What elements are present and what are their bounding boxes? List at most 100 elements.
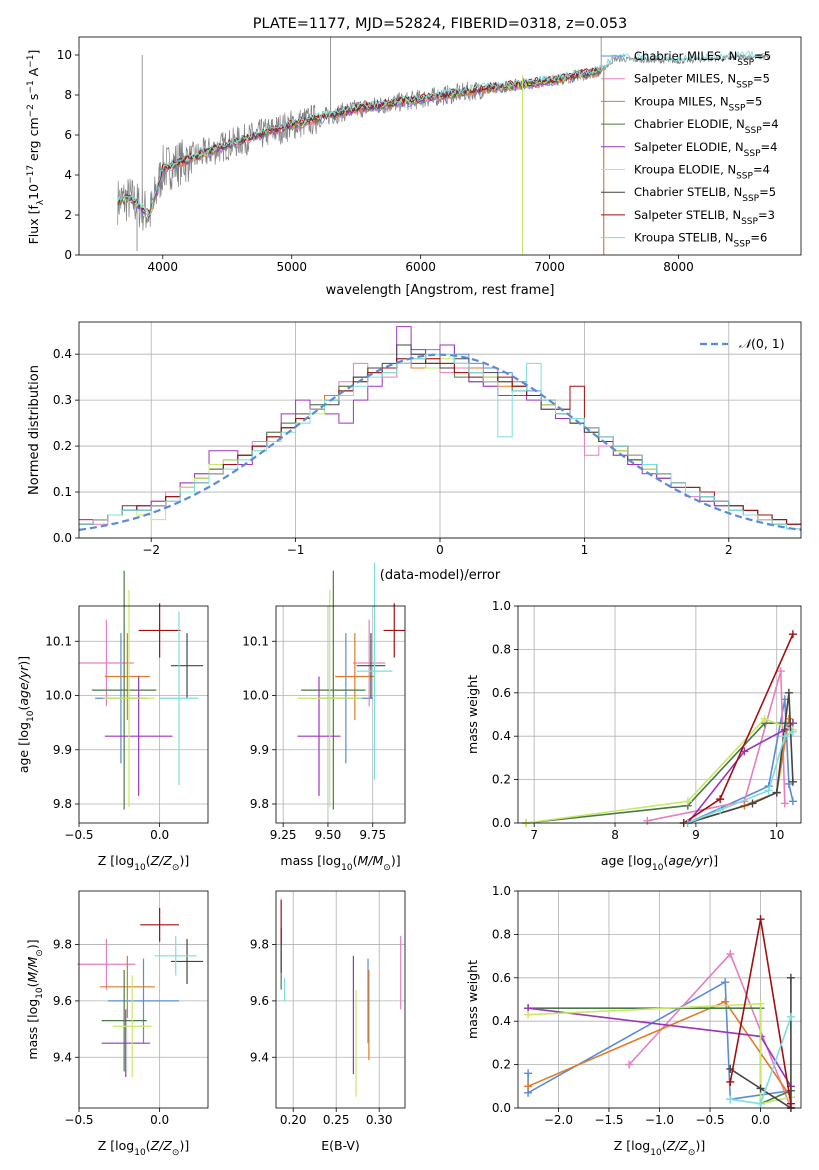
y-tick-label: 2 <box>64 208 72 222</box>
model-spectrum-line <box>117 67 601 219</box>
x-tick-label: 0 <box>436 543 444 557</box>
legend-entry-label: 𝒩(0, 1) <box>739 336 785 351</box>
y-tick-label: 1.0 <box>492 599 511 613</box>
plus-marker <box>764 786 773 795</box>
plus-marker <box>786 1012 795 1021</box>
x-tick-label: 7 <box>530 828 538 842</box>
x-axis-label: E(B-V) <box>321 1138 360 1153</box>
legend-entry-label: Chabrier STELIB, NSSP=5 <box>634 185 776 204</box>
legend-entry-label: Kroupa ELODIE, NSSP=4 <box>634 163 770 182</box>
mass-vs-ebv-panel: 0.20 0.25 0.30 9.4 9.6 9.8 E(B-V) <box>250 890 406 1153</box>
massweight-vs-age-panel: 7 8 9 10 0.0 0.2 0.4 0.6 0.8 1.0 age [log10(age/yr… <box>465 599 802 873</box>
x-tick-label: 1 <box>581 543 589 557</box>
chart-title: PLATE=1177, MJD=52824, FIBERID=0318, z=0… <box>253 16 627 32</box>
x-tick-label: 4000 <box>148 260 179 274</box>
x-tick-label: 10 <box>769 828 784 842</box>
x-tick-label: 9.50 <box>315 828 342 842</box>
y-tick-label: 9.4 <box>250 1050 269 1064</box>
mass-vs-Z-panel: −0.5 0.0 9.4 9.6 9.8 Z [log10(Z/Z⊙)] mass [log… <box>25 890 209 1158</box>
axes-frame <box>78 605 209 824</box>
plus-marker <box>784 779 793 788</box>
axes-frame <box>275 605 406 824</box>
y-axis-label: mass weight <box>465 960 480 1039</box>
plus-marker <box>756 999 765 1008</box>
plus-marker <box>683 797 692 806</box>
plus-marker <box>726 1095 735 1104</box>
y-tick-label: 0.6 <box>492 971 511 985</box>
plus-marker <box>716 805 725 814</box>
mass-weight-series <box>525 717 794 824</box>
x-tick-label: −0.5 <box>64 1113 93 1127</box>
y-tick-label: 10.0 <box>242 689 269 703</box>
axes-frame <box>78 890 209 1109</box>
y-tick-label: 0.6 <box>492 686 511 700</box>
spectrum-plot-area <box>117 37 769 255</box>
y-axis-label: Flux [fλ10−17 erg cm−2 s−1 A−1] <box>26 50 46 245</box>
y-tick-label: 0.0 <box>492 816 511 830</box>
x-tick-label: −1.0 <box>645 1113 674 1127</box>
y-tick-label: 9.8 <box>250 797 269 811</box>
legend-entry-label: Salpeter ELODIE, NSSP=4 <box>634 140 777 159</box>
plus-marker <box>760 714 769 723</box>
legend-entry-label: Kroupa MILES, NSSP=5 <box>634 94 762 113</box>
plus-marker <box>721 997 730 1006</box>
plus-marker <box>788 797 797 806</box>
y-tick-label: 0.4 <box>492 729 511 743</box>
x-tick-label: 0.0 <box>751 1113 770 1127</box>
y-tick-label: 10 <box>57 48 72 62</box>
x-axis-label: Z [log10(Z/Z⊙)] <box>614 1138 705 1158</box>
observed-spectrum-line <box>117 53 769 231</box>
plus-marker <box>625 1060 634 1069</box>
plus-marker <box>756 1099 765 1108</box>
y-tick-label: 6 <box>64 128 72 142</box>
y-axis-label: Normed distribution <box>27 365 42 495</box>
x-axis-label: (data-model)/error <box>380 568 501 583</box>
y-tick-label: 9.8 <box>53 938 72 952</box>
plus-marker <box>788 777 797 786</box>
y-tick-label: 0.2 <box>492 1058 511 1072</box>
mass-weight-series <box>528 1002 792 1105</box>
y-tick-label: 9.4 <box>53 1050 72 1064</box>
y-tick-label: 0.3 <box>53 393 72 407</box>
y-tick-label: 1.0 <box>492 884 511 898</box>
residuals-panel: −2 −1 0 1 2 0.0 0.1 0.2 0.3 0.4 𝒩(0, 1) (data-model… <box>27 321 802 583</box>
x-axis-label: mass [log10(M/M⊙)] <box>280 853 400 873</box>
y-tick-label: 9.8 <box>53 797 72 811</box>
y-tick-label: 0.2 <box>53 439 72 453</box>
age-vs-mass-panel: 9.25 9.50 9.75 9.8 9.9 10.0 10.1 mass [log10(M/… <box>242 562 406 873</box>
legend-entry-label: Salpeter MILES, NSSP=5 <box>634 72 770 91</box>
plus-marker <box>788 727 797 736</box>
x-tick-label: 0.0 <box>150 1113 169 1127</box>
y-tick-label: 9.9 <box>250 743 269 757</box>
y-tick-label: 0.1 <box>53 485 72 499</box>
mass-weight-series <box>526 722 793 824</box>
y-tick-label: 9.9 <box>53 743 72 757</box>
plus-marker <box>786 973 795 982</box>
y-tick-label: 0.8 <box>492 642 511 656</box>
x-tick-label: −0.5 <box>64 828 93 842</box>
model-spectrum-line <box>117 50 768 216</box>
x-tick-label: 9 <box>692 828 700 842</box>
spectrum-panel: 4000 5000 6000 7000 8000 0 2 4 6 8 10 Chabrier MILE… <box>26 16 802 298</box>
model-spectrum-line <box>117 69 601 216</box>
y-tick-label: 0.4 <box>492 1014 511 1028</box>
plus-marker <box>524 1082 533 1091</box>
axes-frame <box>78 36 802 256</box>
x-axis-label: Z [log10(Z/Z⊙)] <box>98 853 189 873</box>
x-tick-label: −0.5 <box>695 1113 724 1127</box>
y-axis-label: age [log10(age/yr)] <box>16 656 36 773</box>
plus-marker <box>780 799 789 808</box>
y-tick-label: 10.1 <box>242 634 269 648</box>
plus-marker <box>780 732 789 741</box>
x-tick-label: 8 <box>611 828 619 842</box>
x-tick-label: 5000 <box>276 260 307 274</box>
y-tick-label: 10.0 <box>45 689 72 703</box>
y-tick-label: 0.8 <box>492 927 511 941</box>
x-tick-label: 9.75 <box>359 828 386 842</box>
model-spectrum-line <box>117 68 601 217</box>
x-tick-label: 0.30 <box>366 1113 393 1127</box>
mass-weight-series <box>687 722 794 824</box>
age-vs-Z-panel: −0.5 0.0 9.8 9.9 10.0 10.1 Z [log10(Z/Z⊙)] age … <box>16 570 209 873</box>
y-tick-label: 9.6 <box>250 994 269 1008</box>
